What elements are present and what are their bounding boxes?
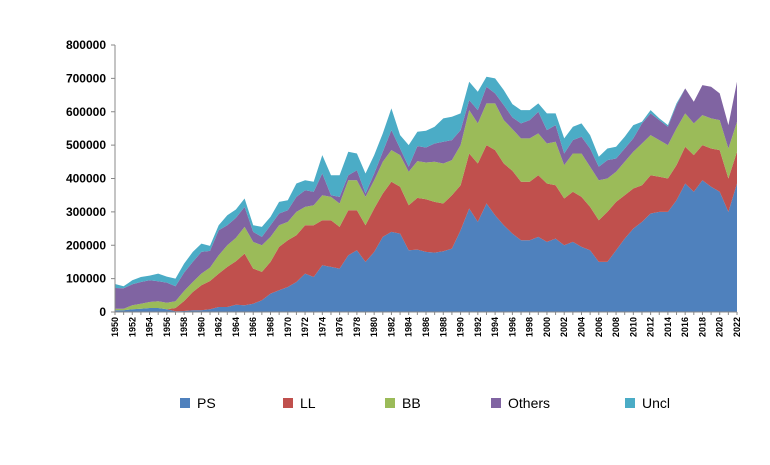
x-tick-label: 1992 xyxy=(473,317,483,337)
x-tick-label: 1964 xyxy=(231,317,241,337)
x-tick-label: 1972 xyxy=(300,317,310,337)
x-tick-label: 2000 xyxy=(542,317,552,337)
x-tick-label: 1984 xyxy=(404,317,414,337)
area-others xyxy=(115,81,737,309)
x-tick-label: 1970 xyxy=(283,317,293,337)
x-tick-label: 1986 xyxy=(421,317,431,337)
x-tick-label: 1988 xyxy=(438,317,448,337)
x-tick-label: 1962 xyxy=(214,317,224,337)
legend-item-others: Others xyxy=(491,395,550,411)
x-tick-label: 1994 xyxy=(490,317,500,337)
area-bb xyxy=(115,103,737,311)
y-tick-label: 100000 xyxy=(66,272,106,286)
y-tick-label: 600000 xyxy=(66,105,106,119)
x-tick-label: 1980 xyxy=(369,317,379,337)
x-axis-ticks: 1950 1952 1954 1956 1958 1960 1962 1964 1966 1968… xyxy=(110,312,742,337)
x-tick-label: 2004 xyxy=(577,317,587,337)
legend-swatch-others xyxy=(491,398,501,408)
legend-label-others: Others xyxy=(508,395,551,411)
x-tick-label: 1998 xyxy=(525,317,535,337)
area-layers xyxy=(115,76,737,312)
y-tick-label: 400000 xyxy=(66,172,106,186)
legend-label-uncl: Uncl xyxy=(642,395,671,411)
x-tick-label: 2006 xyxy=(594,317,604,337)
x-tick-label: 2022 xyxy=(732,317,742,337)
legend-label-ll: LL xyxy=(300,395,316,411)
legend-swatch-ll xyxy=(283,398,293,408)
x-tick-label: 1968 xyxy=(266,317,276,337)
x-tick-label: 2012 xyxy=(646,317,656,337)
x-tick-label: 1976 xyxy=(335,317,345,337)
x-tick-label: 1982 xyxy=(386,317,396,337)
x-tick-label: 1950 xyxy=(110,317,120,337)
x-tick-label: 2008 xyxy=(611,317,621,337)
x-tick-label: 1978 xyxy=(352,317,362,337)
y-axis-ticks: 0 100000 200000 300000 400000 500000 600000 700… xyxy=(66,38,115,319)
legend-swatch-uncl xyxy=(625,398,635,408)
legend-label-bb: BB xyxy=(402,395,421,411)
area-ps xyxy=(115,180,737,312)
legend-swatch-ps xyxy=(180,398,190,408)
y-tick-label: 500000 xyxy=(66,138,106,152)
area-uncl xyxy=(115,76,737,289)
legend-swatch-bb xyxy=(385,398,395,408)
y-tick-label: 0 xyxy=(99,305,106,319)
legend-item-ps: PS xyxy=(180,395,216,411)
x-tick-label: 2002 xyxy=(559,317,569,337)
x-tick-label: 1958 xyxy=(179,317,189,337)
x-tick-label: 2014 xyxy=(663,317,673,337)
x-tick-label: 2016 xyxy=(680,317,690,337)
x-tick-label: 1990 xyxy=(456,317,466,337)
x-tick-label: 1956 xyxy=(162,317,172,337)
y-tick-label: 300000 xyxy=(66,205,106,219)
x-tick-label: 2020 xyxy=(715,317,725,337)
x-tick-label: 1952 xyxy=(127,317,137,337)
legend-label-ps: PS xyxy=(197,395,216,411)
legend-item-bb: BB xyxy=(385,395,421,411)
legend: PS LL BB Others Uncl xyxy=(0,395,770,417)
x-tick-label: 1974 xyxy=(317,317,327,337)
area-ll xyxy=(115,145,737,312)
y-tick-label: 200000 xyxy=(66,238,106,252)
x-tick-label: 1966 xyxy=(248,317,258,337)
legend-item-ll: LL xyxy=(283,395,316,411)
x-tick-label: 1960 xyxy=(196,317,206,337)
x-tick-label: 1996 xyxy=(507,317,517,337)
y-tick-label: 700000 xyxy=(66,71,106,85)
y-tick-label: 800000 xyxy=(66,38,106,52)
x-tick-label: 2010 xyxy=(628,317,638,337)
x-tick-label: 2018 xyxy=(697,317,707,337)
x-tick-label: 1954 xyxy=(145,317,155,337)
legend-item-uncl: Uncl xyxy=(625,395,670,411)
